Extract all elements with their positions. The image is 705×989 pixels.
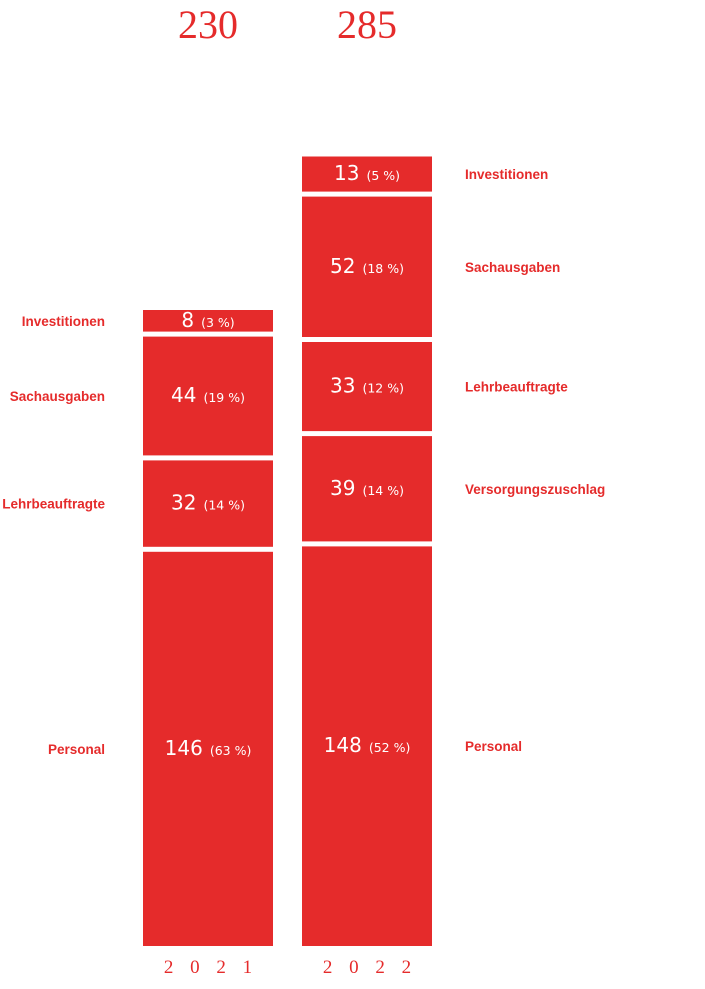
category-label-sachausgaben-2022: Sachausgaben (465, 260, 560, 275)
bar-segment-versorgungszuschlag-2022 (302, 436, 432, 542)
segment-share-lehrbeauftragte-2022: (12 %) (362, 381, 404, 396)
segment-share-sachausgaben-2021: (19 %) (203, 390, 245, 405)
segment-share-sachausgaben-2022: (18 %) (362, 261, 404, 276)
category-label-lehrbeauftragte-2022: Lehrbeauftragte (465, 380, 568, 395)
bar-segment-lehrbeauftragte-2022 (302, 342, 432, 432)
total-label-2021: 230 (178, 2, 238, 47)
segment-share-versorgungszuschlag-2022: (14 %) (362, 483, 404, 498)
segment-share-lehrbeauftragte-2021: (14 %) (203, 498, 245, 513)
segment-value-sachausgaben-2021: 44 (171, 383, 196, 407)
segment-label-investitionen-2021: 8 (3 %) (181, 308, 234, 332)
segment-label-versorgungszuschlag-2022: 39 (14 %) (330, 476, 404, 500)
segment-value-investitionen-2021: 8 (181, 308, 194, 332)
segment-value-investitionen-2022: 13 (334, 161, 359, 185)
bar-segment-investitionen-2021 (143, 310, 273, 332)
segment-label-lehrbeauftragte-2021: 32 (14 %) (171, 491, 245, 515)
segment-share-personal-2022: (52 %) (369, 740, 411, 755)
bar-segment-investitionen-2022 (302, 156, 432, 192)
segment-value-sachausgaben-2022: 52 (330, 254, 355, 278)
category-label-lehrbeauftragte-2021: Lehrbeauftragte (2, 497, 105, 512)
year-label-2021: 2 0 2 1 (164, 957, 258, 978)
category-label-investitionen-2021: Investitionen (22, 314, 105, 329)
category-label-sachausgaben-2021: Sachausgaben (10, 389, 105, 404)
segment-value-lehrbeauftragte-2022: 33 (330, 374, 355, 398)
bar-segment-personal-2021 (143, 551, 273, 946)
segment-label-investitionen-2022: 13 (5 %) (334, 161, 400, 185)
segment-value-personal-2021: 146 (165, 736, 203, 760)
bar-segment-sachausgaben-2021 (143, 336, 273, 456)
category-label-personal-2022: Personal (465, 739, 522, 754)
segment-label-personal-2021: 146 (63 %) (165, 736, 252, 760)
category-label-personal-2021: Personal (48, 742, 105, 757)
segment-value-personal-2022: 148 (324, 733, 362, 757)
bar-segment-personal-2022 (302, 546, 432, 946)
segment-share-investitionen-2021: (3 %) (201, 315, 235, 330)
category-label-versorgungszuschlag-2022: Versorgungszuschlag (465, 482, 605, 497)
segment-label-sachausgaben-2022: 52 (18 %) (330, 254, 404, 278)
segment-value-lehrbeauftragte-2021: 32 (171, 491, 196, 515)
category-label-investitionen-2022: Investitionen (465, 167, 548, 182)
bar-segment-sachausgaben-2022 (302, 196, 432, 337)
bar-segment-lehrbeauftragte-2021 (143, 460, 273, 547)
segment-share-investitionen-2022: (5 %) (366, 168, 400, 183)
segment-label-personal-2022: 148 (52 %) (324, 733, 411, 757)
total-label-2022: 285 (337, 2, 397, 47)
year-label-2022: 2 0 2 2 (323, 957, 417, 978)
segment-label-lehrbeauftragte-2022: 33 (12 %) (330, 374, 404, 398)
segment-share-personal-2021: (63 %) (210, 743, 252, 758)
segment-label-sachausgaben-2021: 44 (19 %) (171, 383, 245, 407)
segment-value-versorgungszuschlag-2022: 39 (330, 476, 355, 500)
